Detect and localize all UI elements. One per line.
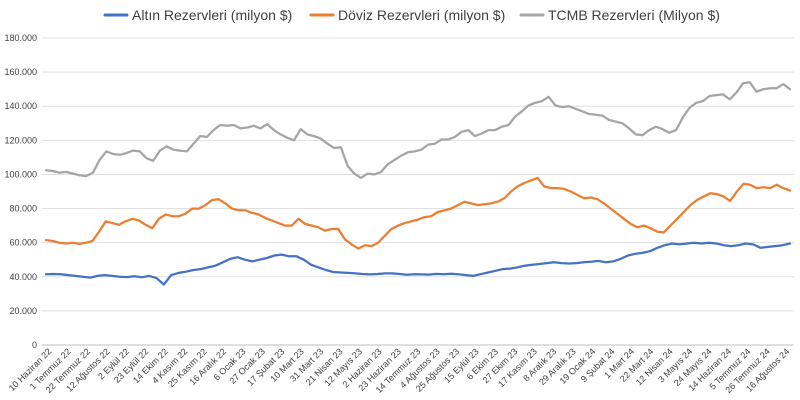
y-tick-label: 20.000 xyxy=(9,306,37,316)
series-line-2 xyxy=(44,176,792,250)
legend-label-2: Döviz Rezervleri (milyon $) xyxy=(338,7,505,23)
y-tick-label: 180.000 xyxy=(4,33,37,43)
y-tick-label: 40.000 xyxy=(9,272,37,282)
y-tick-label: 80.000 xyxy=(9,204,37,214)
y-tick-label: 100.000 xyxy=(4,169,37,179)
y-tick-label: 160.000 xyxy=(4,67,37,77)
y-tick-label: 0 xyxy=(32,340,37,350)
y-tick-label: 120.000 xyxy=(4,135,37,145)
series-line-1 xyxy=(44,241,792,286)
y-axis: 0 20.000 40.000 60.000 80.000 100.000 120.000 1… xyxy=(4,33,37,350)
gridlines xyxy=(42,37,794,346)
legend-label-1: Altın Rezervleri (milyon $) xyxy=(132,7,292,23)
series-line-3 xyxy=(44,81,792,180)
y-tick-label: 140.000 xyxy=(4,101,37,111)
plot-area xyxy=(44,81,792,286)
y-tick-label: 60.000 xyxy=(9,238,37,248)
legend-label-3: TCMB Rezervleri (Milyon $) xyxy=(548,7,720,23)
legend: Altın Rezervleri (milyon $) Döviz Rezervl… xyxy=(103,7,720,23)
